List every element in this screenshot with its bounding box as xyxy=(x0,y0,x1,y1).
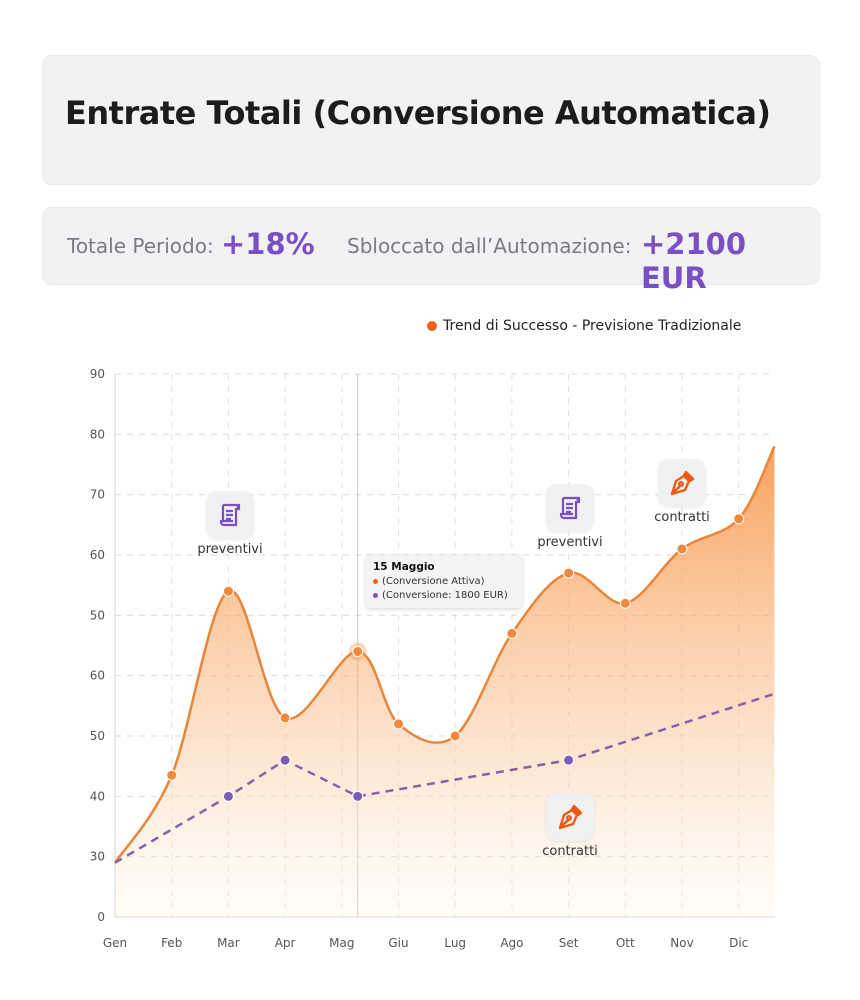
forecast-line xyxy=(114,692,775,864)
x-tick-label: Giu xyxy=(388,936,408,950)
trend-marker xyxy=(393,718,404,730)
trend-marker xyxy=(279,712,291,724)
unlocked-label: Sbloccato dall’Automazione: xyxy=(347,234,632,258)
y-tick-label: 70 xyxy=(90,488,105,502)
y-tick-label: 50 xyxy=(90,729,105,743)
title-card: Entrate Totali (Conversione Automatica) xyxy=(42,55,820,185)
trend-marker xyxy=(619,597,631,609)
tooltip-line1: (Conversione Attiva) xyxy=(382,576,485,587)
annotation-contratti: contratti xyxy=(530,793,610,859)
x-tick-label: Set xyxy=(559,936,579,950)
page-title: Entrate Totali (Conversione Automatica) xyxy=(65,94,771,132)
trend-marker xyxy=(506,627,518,639)
legend-dot xyxy=(427,321,437,331)
y-tick-label: 60 xyxy=(90,669,105,683)
pen-nib-icon xyxy=(658,459,706,507)
x-tick-label: Gen xyxy=(103,936,127,950)
tooltip-title: 15 Maggio xyxy=(373,561,435,573)
x-tick-label: Ott xyxy=(616,936,635,950)
annotation-label: contratti xyxy=(542,844,598,859)
forecast-marker xyxy=(563,754,575,766)
tooltip-dot-purple xyxy=(373,592,378,598)
pen-nib-icon xyxy=(546,793,594,841)
annotation-label: preventivi xyxy=(197,542,263,557)
x-tick-label: Mag xyxy=(329,936,354,950)
annotation-label: preventivi xyxy=(537,535,603,550)
forecast-marker xyxy=(352,790,364,802)
forecast-marker xyxy=(279,754,291,766)
trend-marker xyxy=(733,513,745,525)
x-tick-label: Lug xyxy=(444,936,466,950)
y-tick-label: 80 xyxy=(90,427,105,441)
x-tick-label: Ago xyxy=(500,936,523,950)
x-tick-label: Dic xyxy=(729,936,748,950)
trend-line xyxy=(113,445,776,864)
y-tick-label: 0 xyxy=(97,910,105,924)
trend-marker xyxy=(222,585,234,597)
chart-legend: Trend di Successo - Previsione Tradizion… xyxy=(427,318,741,334)
x-tick-label: Feb xyxy=(161,936,182,950)
annotation-preventivi: preventivi xyxy=(530,484,610,550)
trend-marker xyxy=(563,567,575,579)
forecast-marker xyxy=(222,790,234,802)
y-tick-label: 90 xyxy=(90,367,105,381)
stats-card: Totale Periodo: +18% Sbloccato dall’Auto… xyxy=(42,207,820,295)
y-tick-label: 40 xyxy=(90,789,105,803)
annotation-contratti: contratti xyxy=(642,459,722,525)
tooltip-dot-orange xyxy=(373,578,378,584)
tooltip-line2: (Conversione: 1800 EUR) xyxy=(382,590,508,601)
y-tick-label: 60 xyxy=(90,548,105,562)
chart-svg: 0 30 40 50 60 50 60 70 80 90 Gen Feb Mar Apr Mag Giu Lug… xyxy=(90,367,776,950)
chart-tooltip: 15 Maggio (Conversione Attiva) (Conversi… xyxy=(366,555,522,608)
trend-marker xyxy=(676,543,688,555)
x-tick-label: Apr xyxy=(275,936,296,950)
scroll-icon xyxy=(206,491,254,539)
unlocked-value: +2100 EUR xyxy=(641,227,747,295)
scroll-icon xyxy=(546,484,594,532)
trend-marker xyxy=(352,646,364,658)
annotation-label: contratti xyxy=(654,510,710,525)
period-value: +18% xyxy=(221,227,315,261)
x-tick-label: Mar xyxy=(217,936,240,950)
y-tick-label: 30 xyxy=(90,850,105,864)
x-tick-label: Nov xyxy=(670,936,693,950)
y-tick-label: 50 xyxy=(90,608,105,622)
period-label: Totale Periodo: xyxy=(67,234,214,258)
trend-marker xyxy=(166,769,178,781)
annotation-preventivi: preventivi xyxy=(190,491,270,557)
legend-label: Trend di Successo - Previsione Tradizion… xyxy=(443,318,742,334)
trend-marker xyxy=(449,730,461,742)
trend-area xyxy=(115,446,775,917)
